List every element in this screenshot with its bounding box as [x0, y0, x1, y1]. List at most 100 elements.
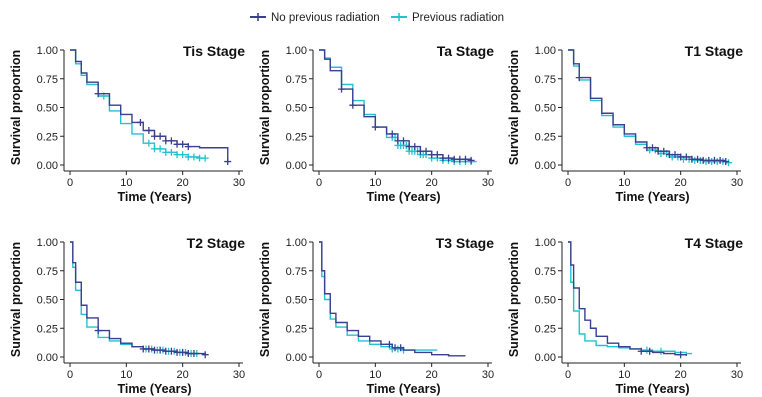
y-tick-label: 0.50 [37, 103, 58, 115]
censor-mark [201, 351, 209, 359]
y-tick-label: 0.25 [37, 131, 58, 143]
censor-mark [167, 137, 175, 145]
y-tick-label: 0.25 [37, 323, 58, 335]
y-tick-label: 1.00 [37, 237, 58, 249]
legend-marker [395, 13, 403, 21]
panel-tis-stage: 0.00 0.25 0.50 0.75 1.00 0 10 20 30 Time (Years) S… [9, 43, 245, 204]
series-line [568, 241, 692, 355]
panel-title: T2 Stage [187, 235, 246, 251]
censor-mark [649, 144, 656, 152]
censor-mark [385, 340, 393, 348]
x-axis-title: Time (Years) [615, 190, 689, 204]
panel-title: Tis Stage [183, 43, 245, 59]
y-axis-title: Survival proportion [258, 50, 272, 165]
censor-mark [388, 130, 396, 138]
censor-mark [224, 158, 232, 166]
x-tick-label: 20 [675, 369, 687, 381]
censor-mark [445, 154, 453, 162]
x-tick-label: 30 [731, 369, 743, 381]
x-tick-label: 0 [67, 369, 73, 381]
censor-mark [660, 147, 668, 155]
legend-entry: Previous radiation [391, 12, 504, 24]
legend-label: No previous radiation [271, 12, 380, 24]
y-tick-label: 0.75 [37, 74, 58, 86]
censor-mark [190, 350, 198, 358]
legend-marker [254, 13, 262, 21]
censor-mark [94, 327, 102, 335]
censor-mark [716, 156, 724, 164]
y-axis-title: Survival proportion [507, 50, 521, 165]
censor-mark [411, 143, 419, 151]
censor-mark [338, 85, 346, 93]
y-tick-label: 0.00 [286, 352, 307, 364]
censor-mark [400, 137, 407, 145]
censor-mark [184, 143, 192, 151]
y-tick-label: 0.75 [286, 266, 307, 278]
censor-mark [461, 155, 469, 163]
series-line [319, 241, 438, 351]
legend-entry: No previous radiation [250, 12, 380, 24]
censor-mark [167, 148, 175, 156]
x-tick-label: 0 [316, 177, 322, 189]
censor-mark [575, 74, 583, 82]
censor-mark [349, 101, 357, 109]
x-tick-label: 0 [67, 177, 73, 189]
y-tick-label: 1.00 [535, 45, 556, 57]
panel-title: T1 Stage [685, 43, 744, 59]
y-tick-label: 0.25 [286, 131, 307, 143]
y-tick-label: 0.50 [37, 295, 58, 307]
x-axis-title: Time (Years) [615, 382, 689, 396]
x-tick-label: 30 [482, 369, 494, 381]
y-tick-label: 0.25 [286, 323, 307, 335]
censor-mark [722, 158, 730, 166]
censor-mark [657, 347, 665, 355]
censor-mark [467, 156, 475, 164]
series-line [70, 241, 206, 355]
y-tick-label: 0.00 [535, 352, 556, 364]
panel-t3-stage: 0.00 0.25 0.50 0.75 1.00 0 10 20 30 Time (Years) S… [258, 235, 494, 396]
x-tick-label: 10 [618, 369, 630, 381]
censor-mark [94, 90, 102, 98]
y-tick-label: 0.00 [286, 160, 307, 172]
series-line [319, 241, 466, 357]
censor-mark [179, 151, 187, 159]
panel-t4-stage: 0.00 0.25 0.50 0.75 1.00 0 10 20 30 Time (Years) S… [507, 235, 743, 396]
y-tick-label: 1.00 [535, 237, 556, 249]
censor-mark [637, 347, 645, 355]
x-tick-label: 20 [177, 369, 189, 381]
y-tick-label: 0.25 [535, 131, 556, 143]
x-tick-label: 0 [565, 177, 571, 189]
censor-mark [167, 347, 175, 355]
x-tick-label: 10 [618, 177, 630, 189]
y-tick-label: 0.50 [286, 103, 307, 115]
y-tick-label: 0.75 [535, 74, 556, 86]
y-axis-title: Survival proportion [9, 50, 23, 165]
y-tick-label: 1.00 [286, 237, 307, 249]
censor-mark [671, 151, 679, 159]
y-tick-label: 0.50 [535, 103, 556, 115]
y-tick-label: 0.75 [535, 266, 556, 278]
x-tick-label: 20 [675, 177, 687, 189]
censor-mark [145, 345, 153, 353]
x-tick-label: 30 [233, 369, 245, 381]
y-tick-label: 0.50 [535, 295, 556, 307]
censor-mark [397, 344, 405, 352]
legend: No previous radiation Previous radiation [250, 12, 504, 24]
panels-grid: 0.00 0.25 0.50 0.75 1.00 0 10 20 30 Time (Years) S… [9, 43, 743, 396]
y-tick-label: 1.00 [37, 45, 58, 57]
censor-mark [694, 155, 702, 163]
panel-title: T4 Stage [685, 235, 744, 251]
censor-mark [136, 118, 144, 126]
censor-mark [433, 151, 441, 159]
panel-t2-stage: 0.00 0.25 0.50 0.75 1.00 0 10 20 30 Time (Years) S… [9, 235, 245, 396]
censor-mark [156, 132, 164, 140]
legend-label: Previous radiation [412, 12, 504, 24]
y-tick-label: 0.50 [286, 295, 307, 307]
y-axis-title: Survival proportion [258, 242, 272, 357]
censor-mark [371, 123, 379, 131]
censor-mark [179, 348, 187, 356]
censor-mark [145, 127, 153, 134]
censor-mark [682, 153, 690, 161]
x-axis-title: Time (Years) [117, 190, 191, 204]
